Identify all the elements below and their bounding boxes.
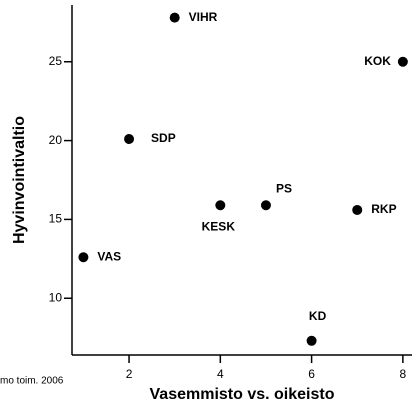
x-axis-title: Vasemmisto vs. oikeisto <box>150 386 335 403</box>
point <box>169 12 180 23</box>
point <box>124 134 135 145</box>
x-tick-label: 2 <box>126 367 133 381</box>
point-label: RKP <box>371 202 396 216</box>
point <box>306 335 317 346</box>
source-note: mo toim. 2006 <box>0 376 64 387</box>
point-label: KD <box>309 309 327 323</box>
point-label: PS <box>276 181 292 195</box>
x-tick-label: 4 <box>217 367 224 381</box>
y-tick-label: 25 <box>49 54 63 68</box>
point-label: KESK <box>202 219 236 233</box>
x-tick-label: 6 <box>308 367 315 381</box>
point-label: KOK <box>364 54 391 68</box>
point <box>215 200 226 211</box>
point-label: VAS <box>97 249 121 263</box>
y-axis-title: Hyvinvointivaltio <box>11 116 28 244</box>
point-label: SDP <box>151 131 176 145</box>
point <box>397 56 408 67</box>
point-label: VIHR <box>189 10 218 24</box>
y-tick-label: 10 <box>49 290 63 304</box>
point <box>260 200 271 211</box>
y-tick-label: 15 <box>49 212 63 226</box>
y-tick-label: 20 <box>49 133 63 147</box>
x-tick-label: 8 <box>400 367 407 381</box>
point <box>352 204 363 215</box>
point <box>78 252 89 263</box>
